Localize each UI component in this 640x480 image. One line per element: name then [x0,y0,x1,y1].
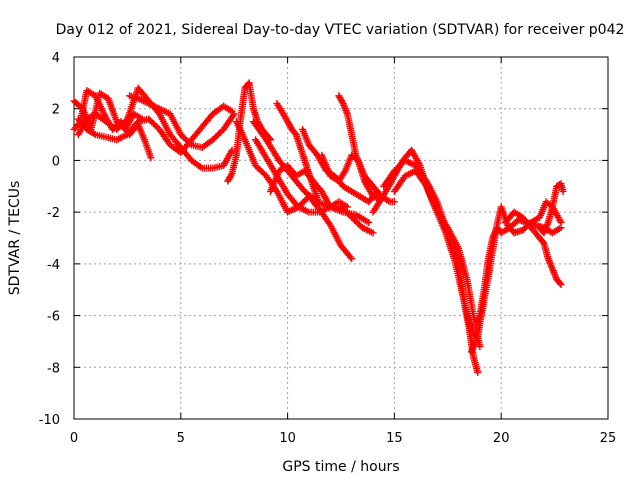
y-tick-label: -10 [39,413,60,428]
y-tick-label: -6 [47,310,60,325]
data-point [314,195,322,203]
x-tick-label: 10 [279,431,296,446]
data-point [390,198,398,206]
y-tick-label: -8 [47,361,60,376]
data-point [476,343,484,351]
x-tick-label: 20 [493,431,510,446]
data-point [474,368,482,376]
data-point [557,218,565,226]
data-point [369,229,377,237]
series-arc14 [335,92,398,206]
data-point [147,154,155,162]
y-tick-labels: -10 -8 -6 -4 -2 0 2 4 [39,51,60,428]
series-arc5 [126,92,238,151]
x-tick-labels: 0 5 10 15 20 25 [70,431,616,446]
series-arc11 [273,100,322,203]
chart-title: Day 012 of 2021, Sidereal Day-to-day VTE… [56,22,625,38]
series-arc6 [224,79,275,185]
data-point [122,117,130,125]
y-tick-label: 0 [52,154,60,169]
series-arc3 [74,84,236,172]
data-point [338,98,346,106]
y-tick-label: 4 [52,51,60,66]
series-arc7 [232,118,356,263]
y-tick-label: -4 [47,258,60,273]
plot-frame [73,56,609,420]
series-arc8 [252,136,377,237]
x-tick-label: 5 [177,431,185,446]
data-point [365,218,373,226]
data-point [557,281,565,289]
y-tick-label: -2 [47,206,60,221]
series-arc20 [501,208,565,289]
data-point [346,253,354,261]
data-point [228,146,236,154]
y-tick-label: 2 [52,103,60,118]
x-tick-label: 25 [600,431,617,446]
data-point [348,255,356,263]
series-arc17 [390,167,484,351]
y-axis-label: SDTVAR / TECUs [7,181,23,296]
x-tick-label: 15 [386,431,403,446]
series-arc21 [536,180,567,237]
data-point [343,203,351,211]
series-arc4 [74,102,236,157]
data-point [186,139,194,147]
data-point [539,238,547,246]
data-point [556,279,564,287]
series-arc2 [70,89,146,133]
data-point [559,187,567,195]
data-point [230,110,238,118]
axis-ticks [73,56,609,420]
data-marks [70,79,567,376]
data-point [227,171,235,179]
x-axis-label: GPS time / hours [282,459,399,475]
x-tick-label: 0 [70,431,78,446]
series-arc9 [249,118,373,226]
series-arc13 [318,151,386,203]
